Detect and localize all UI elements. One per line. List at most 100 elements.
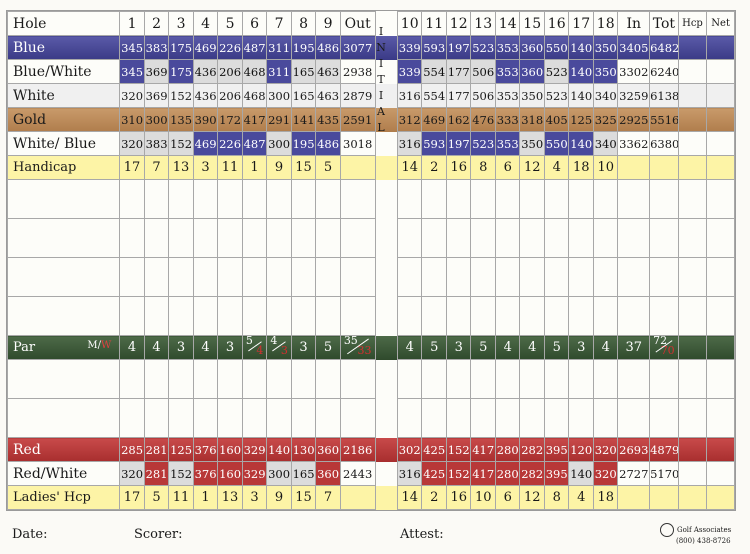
yardage-cell: 435 [315,107,341,132]
handicap-cell: 8 [543,485,570,510]
mens-label: M [87,340,98,351]
tot-yardage: 6240 [649,59,679,84]
total-cell [706,218,735,258]
yardage-cell: 311 [266,59,292,84]
score-entry-row[interactable] [6,296,735,336]
tee-row-bluewhite: Blue/White 345 369 175 436 206 468 311 165 463 293… [6,59,735,84]
yardage-cell: 302 [396,437,423,462]
yardage-cell: 468 [241,59,268,84]
score-cell [217,359,243,399]
score-cell [192,359,219,399]
total-cell [706,257,735,297]
score-cell [241,218,268,258]
scorer-label: Scorer: [134,527,183,542]
yardage-cell: 523 [543,83,570,108]
score-entry-row[interactable] [6,257,735,297]
score-entry-row[interactable] [6,179,735,219]
total-cell [677,179,708,219]
in-yardage: 2727 [617,461,651,486]
handicap-cell: 3 [192,155,219,180]
yardage-cell: 425 [421,461,447,486]
initial-column [374,398,398,438]
handicap-cell: 17 [119,155,145,180]
yardage-cell: 197 [445,35,472,60]
yardage-cell: 360 [315,437,341,462]
yardage-cell: 506 [470,59,496,84]
tee-row-blue: Blue 345 383 175 469 226 487 311 195 486 3077 339 59… [6,35,735,60]
out-score-cell [339,296,376,336]
handicap-cell: 7 [143,155,170,180]
par-label: Par M/W [6,335,121,360]
total-cell [617,398,651,438]
yardage-cell: 469 [421,107,447,132]
total-cell [649,218,679,258]
yardage-cell: 177 [445,83,472,108]
womens-par: 33 [357,344,372,357]
total-cell [706,296,735,336]
initial-letter: T [377,73,385,86]
score-cell [470,257,496,297]
initial-column [374,131,398,156]
score-cell [217,398,243,438]
score-cell [543,179,570,219]
handicap-cell: 4 [568,485,594,510]
hole-number-header: 8 [290,11,317,36]
womens-par: 3 [280,344,288,357]
handicap-row-handicap: Handicap 17 7 13 3 11 1 9 15 5 14 2 16 8 6 12 4 18 10 [6,155,735,180]
player-name-cell [6,296,121,336]
handicap-cell: 18 [568,155,594,180]
scorecard-table: Hole 1 2 3 4 5 6 7 8 9 Out 10 11 12 13 14 15 16 17 18 In Tot H… [6,11,735,510]
yardage-cell: 395 [543,437,570,462]
score-cell [421,359,447,399]
total-cell [617,218,651,258]
score-cell [192,398,219,438]
out-score-cell [339,257,376,297]
handicap-cell: 15 [290,155,317,180]
yardage-cell: 476 [470,107,496,132]
hole-number-header: 10 [396,11,423,36]
par-cell: 3 [217,335,243,360]
score-cell [568,359,594,399]
initial-column [374,218,398,258]
score-cell [119,179,145,219]
score-cell [494,359,521,399]
handicap-cell: 8 [470,155,496,180]
total-cell [617,179,651,219]
initial-column [374,335,398,360]
hole-number-header: 9 [315,11,341,36]
score-cell [421,218,447,258]
score-entry-row[interactable] [6,359,735,399]
tee-label: Blue [6,35,121,60]
score-cell [266,296,292,336]
score-cell [217,179,243,219]
score-cell [519,257,545,297]
score-cell [592,359,619,399]
score-entry-row[interactable] [6,398,735,438]
score-cell [241,398,268,438]
par-cell: 5 [543,335,570,360]
score-cell [445,398,472,438]
score-cell [592,257,619,297]
yardage-cell: 425 [421,437,447,462]
hole-number-header: 12 [445,11,472,36]
score-cell [266,359,292,399]
score-cell [421,296,447,336]
yardage-cell: 350 [592,59,619,84]
out-score-cell [339,179,376,219]
out-header: Out [339,11,376,36]
yardage-cell: 140 [568,461,594,486]
out-cell [339,155,376,180]
yardage-cell: 316 [396,461,423,486]
yardage-cell: 320 [119,131,145,156]
total-cell [649,296,679,336]
score-cell [192,218,219,258]
score-cell [119,257,145,297]
yardage-cell: 152 [168,461,194,486]
yardage-cell: 405 [543,107,570,132]
handicap-cell: 11 [217,155,243,180]
score-entry-row[interactable] [6,218,735,258]
score-cell [421,257,447,297]
yardage-cell: 593 [421,131,447,156]
hcp-cell [677,131,708,156]
